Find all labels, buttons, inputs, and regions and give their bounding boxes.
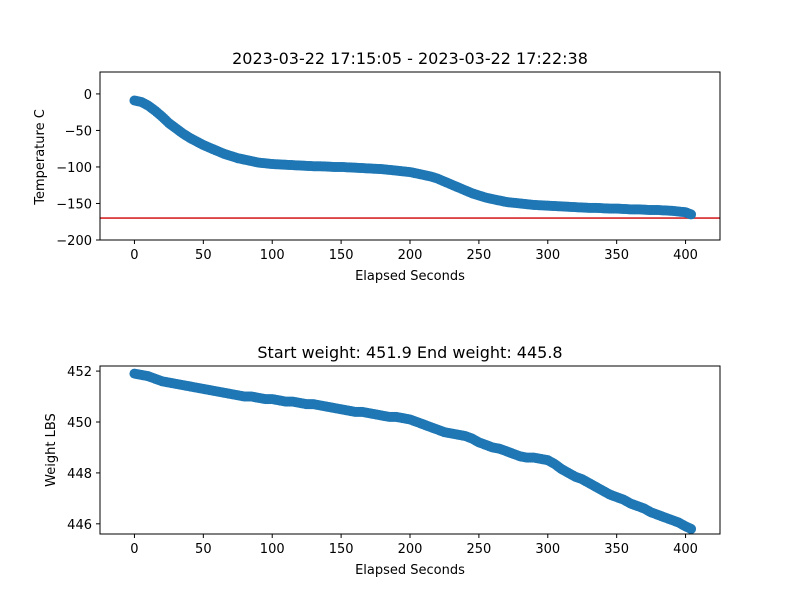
weight-x-axis-label: Elapsed Seconds: [355, 563, 465, 578]
x-tick-label: 0: [130, 248, 138, 263]
weight-y-axis-label: Weight LBS: [44, 413, 59, 487]
data-point: [686, 523, 697, 534]
x-tick-label: 50: [195, 248, 212, 263]
temperature-chart-title: 2023-03-22 17:15:05 - 2023-03-22 17:22:3…: [232, 49, 588, 68]
y-tick-label: −200: [56, 234, 92, 249]
weight-plot-area: 0 50 100 150 200 250 300 350 400 452 450 448 446: [67, 365, 698, 557]
x-tick-label: 0: [130, 542, 138, 557]
y-tick-label: −100: [56, 161, 92, 176]
temperature-y-axis-label: Temperature C: [33, 109, 48, 206]
y-tick-label: −50: [65, 124, 92, 139]
temperature-x-axis-label: Elapsed Seconds: [355, 269, 465, 284]
x-tick-label: 150: [329, 248, 354, 263]
x-tick-label: 100: [260, 248, 285, 263]
y-tick-label: 452: [67, 365, 92, 380]
x-tick-label: 100: [260, 542, 285, 557]
y-tick-label: 448: [67, 467, 92, 482]
y-tick-label: 0: [84, 88, 92, 103]
weight-chart-title: Start weight: 451.9 End weight: 445.8: [257, 343, 562, 362]
x-tick-label: 350: [604, 542, 629, 557]
y-tick-label: 446: [67, 518, 92, 533]
x-tick-label: 200: [398, 248, 423, 263]
x-tick-label: 400: [673, 248, 698, 263]
data-point: [686, 209, 697, 220]
y-tick-label: 450: [67, 416, 92, 431]
temperature-plot-area: 0 50 100 150 200 250 300 350 400 0 −50 −100 −150 −200: [56, 88, 720, 263]
x-tick-label: 200: [398, 542, 423, 557]
temperature-chart: 2023-03-22 17:15:05 - 2023-03-22 17:22:3…: [33, 49, 721, 284]
x-tick-label: 250: [466, 542, 491, 557]
x-tick-label: 150: [329, 542, 354, 557]
weight-axes-frame: [99, 365, 721, 535]
y-tick-label: −150: [56, 197, 92, 212]
x-tick-label: 400: [673, 542, 698, 557]
x-tick-label: 250: [466, 248, 491, 263]
x-tick-label: 300: [535, 248, 560, 263]
x-tick-label: 350: [604, 248, 629, 263]
x-tick-label: 300: [535, 542, 560, 557]
weight-chart: Start weight: 451.9 End weight: 445.8 El…: [44, 343, 721, 578]
x-tick-label: 50: [195, 542, 212, 557]
temperature-axes-frame: [99, 71, 721, 241]
